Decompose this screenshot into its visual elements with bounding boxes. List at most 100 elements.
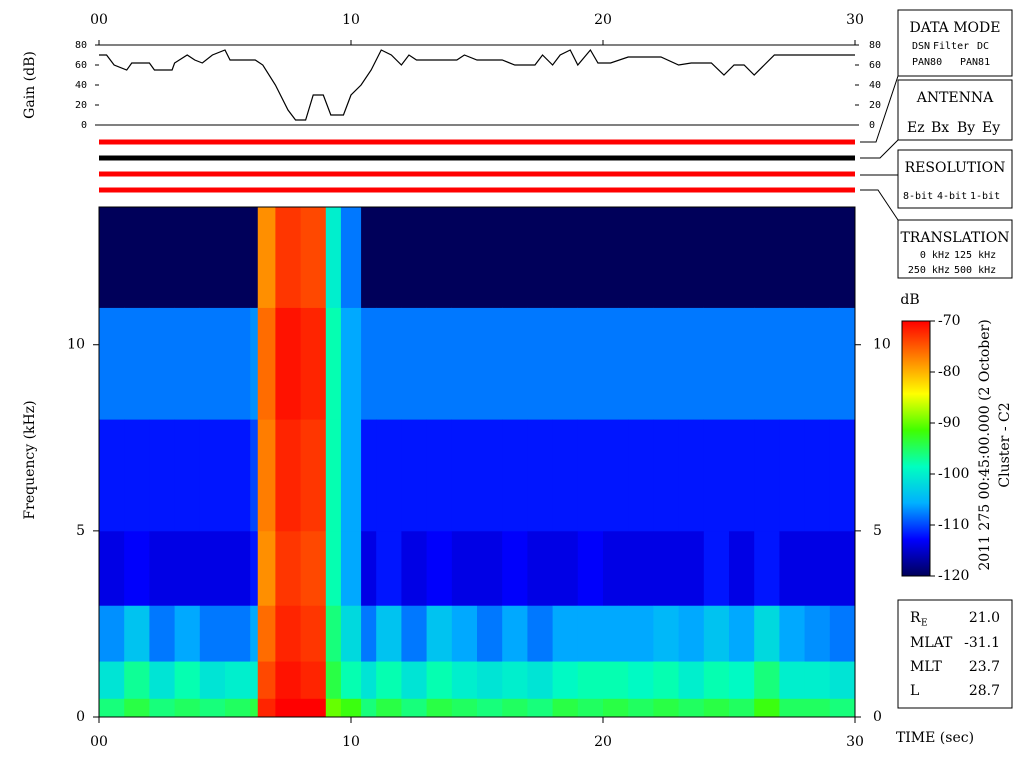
orbit-value: 28.7	[969, 683, 1000, 699]
spectrogram-cell	[527, 605, 553, 662]
spectrogram-cell	[401, 605, 427, 662]
spectrogram-cell	[829, 661, 856, 699]
spectrogram-cell	[451, 530, 478, 606]
spectrogram-cell	[99, 661, 125, 699]
spectrogram-cell	[257, 698, 276, 718]
spectrogram-cell	[124, 661, 150, 699]
spectrogram-cell	[703, 419, 730, 532]
spectrogram-cell	[426, 605, 453, 662]
spectrogram-cell	[99, 698, 125, 718]
spectrogram-cell	[804, 530, 831, 606]
orbit-value: -31.1	[964, 635, 1000, 651]
spectrogram-cell	[552, 419, 579, 532]
spectrogram-cell	[250, 530, 259, 606]
spectrogram-cell	[552, 207, 579, 308]
spectrogram-cell	[477, 207, 503, 308]
spectrogram-cell	[628, 605, 654, 662]
orbit-label: L	[910, 683, 919, 699]
spectrogram-cell	[703, 207, 730, 308]
spectrogram-cell	[829, 207, 856, 308]
x-tick-label: 30	[846, 734, 864, 750]
spectrogram-cell	[199, 605, 226, 662]
spectrogram-cell	[678, 530, 705, 606]
spectrogram-cell	[829, 605, 856, 662]
legend-item: 500 kHz	[954, 265, 996, 276]
legend-item: 4-bit	[937, 191, 967, 202]
legend-item: Filter	[933, 41, 969, 52]
spectrogram-cell	[361, 307, 377, 420]
spectrogram-cell	[174, 605, 201, 662]
spectrogram-cell	[99, 605, 125, 662]
y-tick-label: 5	[873, 523, 882, 539]
spectrogram-cell	[99, 530, 125, 606]
spectrogram-cell	[502, 698, 528, 718]
spectrogram-cell	[149, 419, 175, 532]
spectrogram-cell	[653, 698, 679, 718]
spectrogram-cell	[257, 419, 276, 532]
spectrogram-cell	[257, 605, 276, 662]
spectrogram-cell	[552, 307, 579, 420]
spectrogram-cell	[225, 698, 251, 718]
spectrogram-cell	[653, 419, 679, 532]
colorbar-label: dB	[900, 292, 919, 308]
spectrogram-cell	[401, 698, 427, 718]
spectrogram-cell	[628, 307, 654, 420]
spectrogram-cell	[779, 207, 805, 308]
colorbar-tick-label: -120	[938, 568, 969, 584]
spectrogram-cell	[124, 307, 150, 420]
x-tick-label: 30	[846, 12, 864, 28]
spectrogram-cell	[124, 419, 150, 532]
spectrogram-cell	[361, 207, 377, 308]
spectrogram-cell	[729, 307, 755, 420]
y-tick-label: 0	[81, 120, 87, 131]
spectrogram-cell	[804, 207, 831, 308]
spectrogram-cell	[340, 661, 362, 699]
spectrogram-cell	[477, 307, 503, 420]
y-tick-label: 20	[75, 100, 87, 111]
spectrogram-cell	[502, 661, 528, 699]
connector	[860, 189, 899, 221]
spectrogram-cell	[426, 307, 453, 420]
spectrogram-cell	[376, 419, 402, 532]
colorbar-tick-label: -100	[938, 466, 969, 482]
y-tick-label: 0	[869, 120, 875, 131]
spectrogram-cell	[577, 419, 604, 532]
spectrogram-cell	[829, 530, 856, 606]
orbit-value: 21.0	[969, 610, 1000, 626]
spectrogram-cell	[653, 530, 679, 606]
spectrogram-cell	[502, 530, 528, 606]
spectrogram-cell	[376, 207, 402, 308]
spectrogram-cell	[577, 307, 604, 420]
spectrogram-cell	[199, 661, 226, 699]
spectrogram-cell	[426, 207, 453, 308]
spectrogram-cell	[361, 419, 377, 532]
spectrogram-cell	[99, 419, 125, 532]
spectrogram-cell	[754, 307, 780, 420]
legend-item: PAN80	[912, 57, 942, 68]
spectrogram-cell	[225, 419, 251, 532]
spectrogram-cell	[99, 307, 125, 420]
spectrogram-cell	[149, 307, 175, 420]
spectrogram-cell	[401, 530, 427, 606]
spectrogram-cell	[250, 207, 259, 308]
spectrogram-cell	[754, 419, 780, 532]
spectrogram-cell	[300, 307, 327, 420]
spectrogram-cell	[527, 419, 553, 532]
spectrogram-cell	[340, 605, 362, 662]
orbit-box	[897, 599, 1013, 709]
spectrogram-cell	[628, 207, 654, 308]
spectrogram-cell	[829, 419, 856, 532]
spectrogram-cell	[729, 530, 755, 606]
spectrogram-cell	[174, 207, 201, 308]
orbit-label: MLAT	[910, 635, 953, 651]
spectrogram-cell	[804, 605, 831, 662]
spectrogram-cell	[628, 661, 654, 699]
spectrogram-cell	[199, 698, 226, 718]
legend-item: PAN81	[960, 57, 990, 68]
spectrogram-cell	[225, 207, 251, 308]
spectrogram-cell	[703, 605, 730, 662]
spectrogram-cell	[250, 698, 259, 718]
spectrogram-cell	[678, 419, 705, 532]
spectrogram-cell	[754, 698, 780, 718]
